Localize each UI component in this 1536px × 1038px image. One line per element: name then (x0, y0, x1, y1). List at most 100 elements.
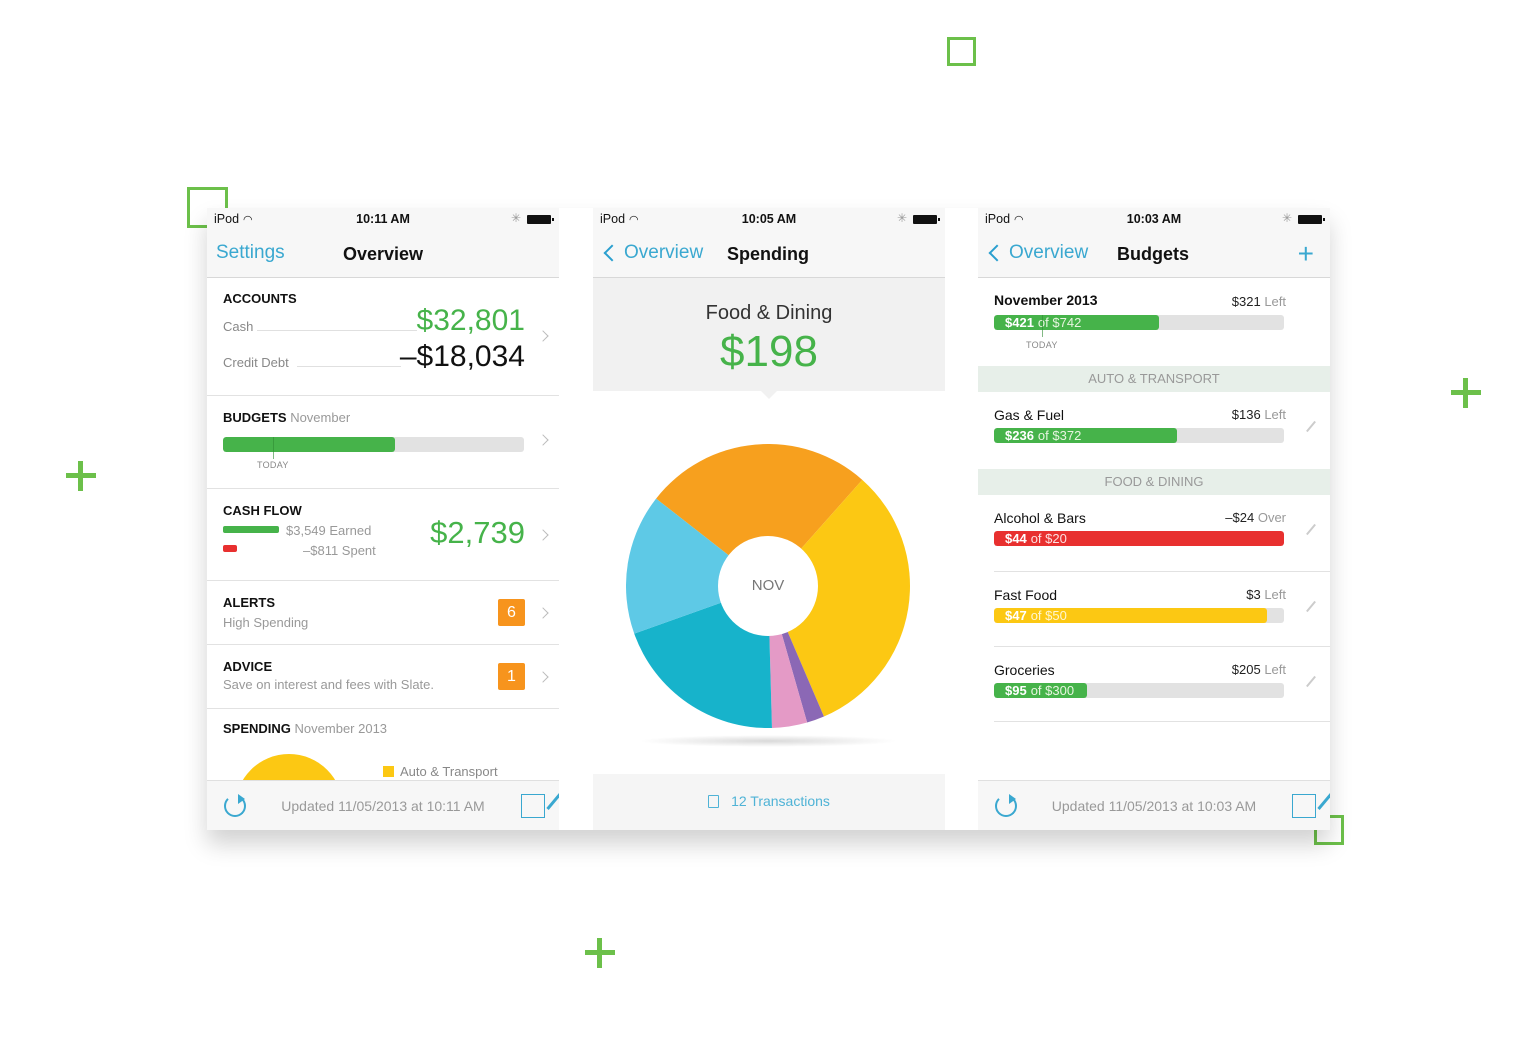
section-heading: ADVICE (223, 659, 273, 674)
chevron-right-icon (537, 671, 549, 683)
budget-name: Fast Food (994, 587, 1058, 603)
back-button[interactable]: Overview (987, 242, 1088, 264)
budget-name: Gas & Fuel (994, 407, 1065, 423)
budget-name: Groceries (994, 662, 1055, 678)
bottom-toolbar: Updated 11/05/2013 at 10:11 AM (207, 780, 559, 830)
donut-slice[interactable] (768, 479, 910, 717)
plus-icon[interactable]: + (1297, 238, 1314, 269)
compose-icon[interactable] (1292, 794, 1316, 818)
clock: 10:03 AM (1126, 212, 1182, 226)
status-bar: iPod ◠ 10:11 AM ✳ (207, 208, 559, 230)
donut-center-label: NOV (718, 536, 818, 636)
leader-line (257, 330, 417, 331)
section-description: High Spending (223, 615, 309, 630)
budget-name: November 2013 (994, 292, 1098, 308)
edit-pencil-icon[interactable] (1306, 600, 1316, 613)
budget-remaining: –$24 Over (1225, 510, 1286, 525)
last-updated-text: Updated 11/05/2013 at 10:11 AM (281, 798, 485, 814)
clock: 10:05 AM (741, 212, 797, 226)
budget-progress-bar (223, 437, 524, 452)
budgets-section[interactable]: BUDGETS November TODAY (207, 396, 559, 489)
wifi-icon: ◠ (629, 214, 639, 226)
bottom-toolbar: Updated 11/05/2013 at 10:03 AM (978, 780, 1330, 830)
spent-bar (223, 545, 237, 552)
refresh-icon[interactable] (224, 794, 246, 817)
refresh-icon[interactable] (995, 794, 1017, 817)
donut-slice[interactable] (656, 444, 863, 586)
compose-icon[interactable] (521, 794, 545, 818)
account-value: –$18,034 (399, 340, 525, 373)
budget-row[interactable]: Fast Food $3 Left $47 of $50 (978, 572, 1330, 647)
document-icon (708, 794, 720, 808)
account-row-cash: Cash $32,801 (223, 304, 525, 338)
earned-bar (223, 526, 279, 533)
spending-screen: iPod ◠ 10:05 AM ✳ Overview Spending Food … (593, 208, 945, 830)
chevron-left-icon (603, 244, 621, 262)
budget-progress-fill: $47 of $50 (994, 608, 1267, 623)
edit-pencil-icon[interactable] (1306, 675, 1316, 688)
page-title: Budgets (1117, 244, 1189, 264)
decorative-plus-icon (66, 461, 96, 491)
transactions-link[interactable]: 12 Transactions (708, 793, 830, 809)
account-label: Credit Debt (223, 355, 289, 370)
decorative-plus-icon (1451, 378, 1481, 408)
wifi-icon: ◠ (1014, 214, 1024, 226)
budget-name: Alcohol & Bars (994, 510, 1086, 526)
carrier: iPod ◠ (214, 212, 253, 226)
alerts-section[interactable]: ALERTS High Spending 6 (207, 581, 559, 645)
earned-label: $3,549 Earned (286, 523, 372, 538)
nav-bar: Settings Overview (207, 230, 559, 278)
budget-progress-fill: $95 of $300 (994, 683, 1087, 698)
legend-swatch (383, 766, 394, 777)
legend-item: Auto & Transport (383, 764, 498, 779)
budget-remaining: $205 Left (1231, 662, 1286, 677)
spending-donut-chart[interactable]: NOV (626, 444, 910, 728)
category-heading: FOOD & DINING (978, 469, 1330, 495)
chevron-right-icon (537, 434, 549, 446)
budget-remaining: $136 Left (1231, 407, 1286, 422)
battery-icon (527, 215, 554, 224)
budget-progress-bar: $47 of $50 (994, 608, 1284, 623)
last-updated-text: Updated 11/05/2013 at 10:03 AM (1051, 798, 1257, 814)
budget-progress-fill: $44 of $20 (994, 531, 1284, 546)
budget-progress-bar: $236 of $372 (994, 428, 1284, 443)
status-bar: iPod ◠ 10:05 AM ✳ (593, 208, 945, 230)
page-title: Overview (343, 244, 424, 264)
budget-row[interactable]: Alcohol & Bars –$24 Over $44 of $20 (978, 495, 1330, 572)
advice-section[interactable]: ADVICE Save on interest and fees with Sl… (207, 645, 559, 709)
battery-icon (1298, 215, 1325, 224)
account-row-credit-debt: Credit Debt –$18,034 (223, 340, 525, 374)
budget-remaining: $3 Left (1246, 587, 1286, 602)
settings-button[interactable]: Settings (216, 242, 285, 263)
accounts-section[interactable]: ACCOUNTS Cash $32,801 Credit Debt –$18,0… (207, 278, 559, 396)
monthly-budget[interactable]: November 2013 $321 Left $421 of $742 TODA… (978, 278, 1330, 366)
budget-progress-bar: $44 of $20 (994, 531, 1284, 546)
today-marker (1042, 315, 1043, 337)
nav-bar: Overview Budgets + (978, 230, 1330, 278)
back-button[interactable]: Overview (602, 242, 703, 264)
donut-slice[interactable] (626, 498, 768, 634)
budget-progress-bar: $95 of $300 (994, 683, 1284, 698)
transactions-bar: 12 Transactions (593, 774, 945, 830)
budget-progress-fill: $421 of $742 (994, 315, 1160, 330)
chevron-right-icon (537, 330, 549, 342)
decorative-square (947, 37, 976, 66)
cash-flow-total: $2,739 (430, 515, 525, 550)
category-amount: $198 (720, 327, 818, 376)
budget-row[interactable]: Groceries $205 Left $95 of $300 (978, 647, 1330, 722)
clock: 10:11 AM (356, 212, 410, 226)
account-value: $32,801 (416, 304, 525, 337)
decorative-plus-icon (585, 938, 615, 968)
edit-pencil-icon[interactable] (1306, 523, 1316, 536)
today-label: TODAY (257, 460, 289, 470)
budget-row[interactable]: Gas & Fuel $136 Left $236 of $372 (978, 392, 1330, 469)
alerts-count-badge: 6 (498, 599, 525, 626)
cash-flow-section[interactable]: CASH FLOW $3,549 Earned –$811 Spent $2,7… (207, 489, 559, 581)
bluetooth-icon: ✳ (510, 211, 521, 225)
page-title: Spending (727, 244, 809, 264)
bluetooth-icon: ✳ (1281, 211, 1292, 225)
edit-pencil-icon[interactable] (1306, 420, 1316, 433)
budget-progress-fill (223, 437, 395, 452)
app-showcase: iPod ◠ 10:11 AM ✳ Settings Overview ACCOU… (207, 208, 1330, 830)
section-subheading: November 2013 (294, 721, 388, 736)
